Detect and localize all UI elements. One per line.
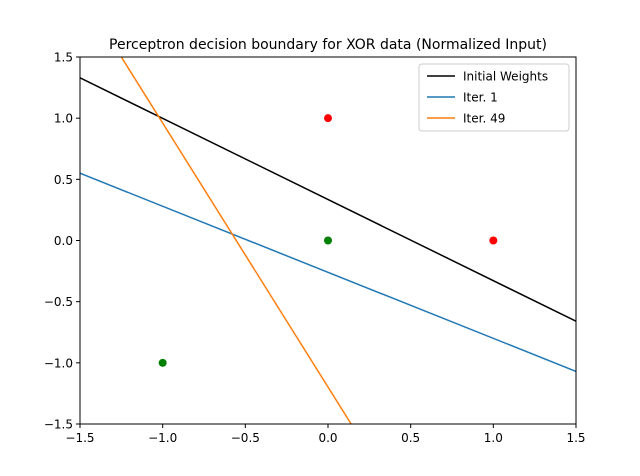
x-tick-label: 1.5: [566, 431, 585, 445]
x-tick-label: 0.5: [401, 431, 420, 445]
data-point-2: [489, 236, 498, 245]
chart-title: Perceptron decision boundary for XOR dat…: [109, 37, 547, 53]
legend-box: [418, 63, 570, 132]
series-line-1: [80, 77, 576, 322]
data-point-3: [324, 236, 332, 245]
y-tick-label: 1.0: [54, 112, 73, 126]
series-line-2: [80, 172, 576, 373]
y-tick-label: 0.0: [54, 234, 73, 248]
x-tick-label: −1.0: [148, 431, 177, 445]
y-tick-label: −1.5: [44, 418, 73, 432]
y-tick-label: 1.5: [54, 51, 73, 65]
x-tick-label: −1.5: [65, 431, 94, 445]
y-tick-label: −1.0: [44, 356, 73, 370]
data-point-4: [158, 358, 167, 367]
legend: Initial Weights Iter. 1 Iter. 49: [418, 63, 570, 132]
legend-label-1: Initial Weights: [463, 70, 548, 84]
x-tick-label: 0.0: [318, 431, 337, 445]
legend-label-3: Iter. 49: [463, 112, 505, 126]
legend-label-2: Iter. 1: [463, 91, 498, 105]
data-point-1: [324, 114, 332, 123]
y-tick-label: 0.5: [54, 173, 73, 187]
y-tick-label: −0.5: [44, 295, 73, 309]
x-tick-label: 1.0: [484, 431, 503, 445]
series-line-3: [120, 57, 352, 424]
x-tick-label: −0.5: [231, 431, 260, 445]
